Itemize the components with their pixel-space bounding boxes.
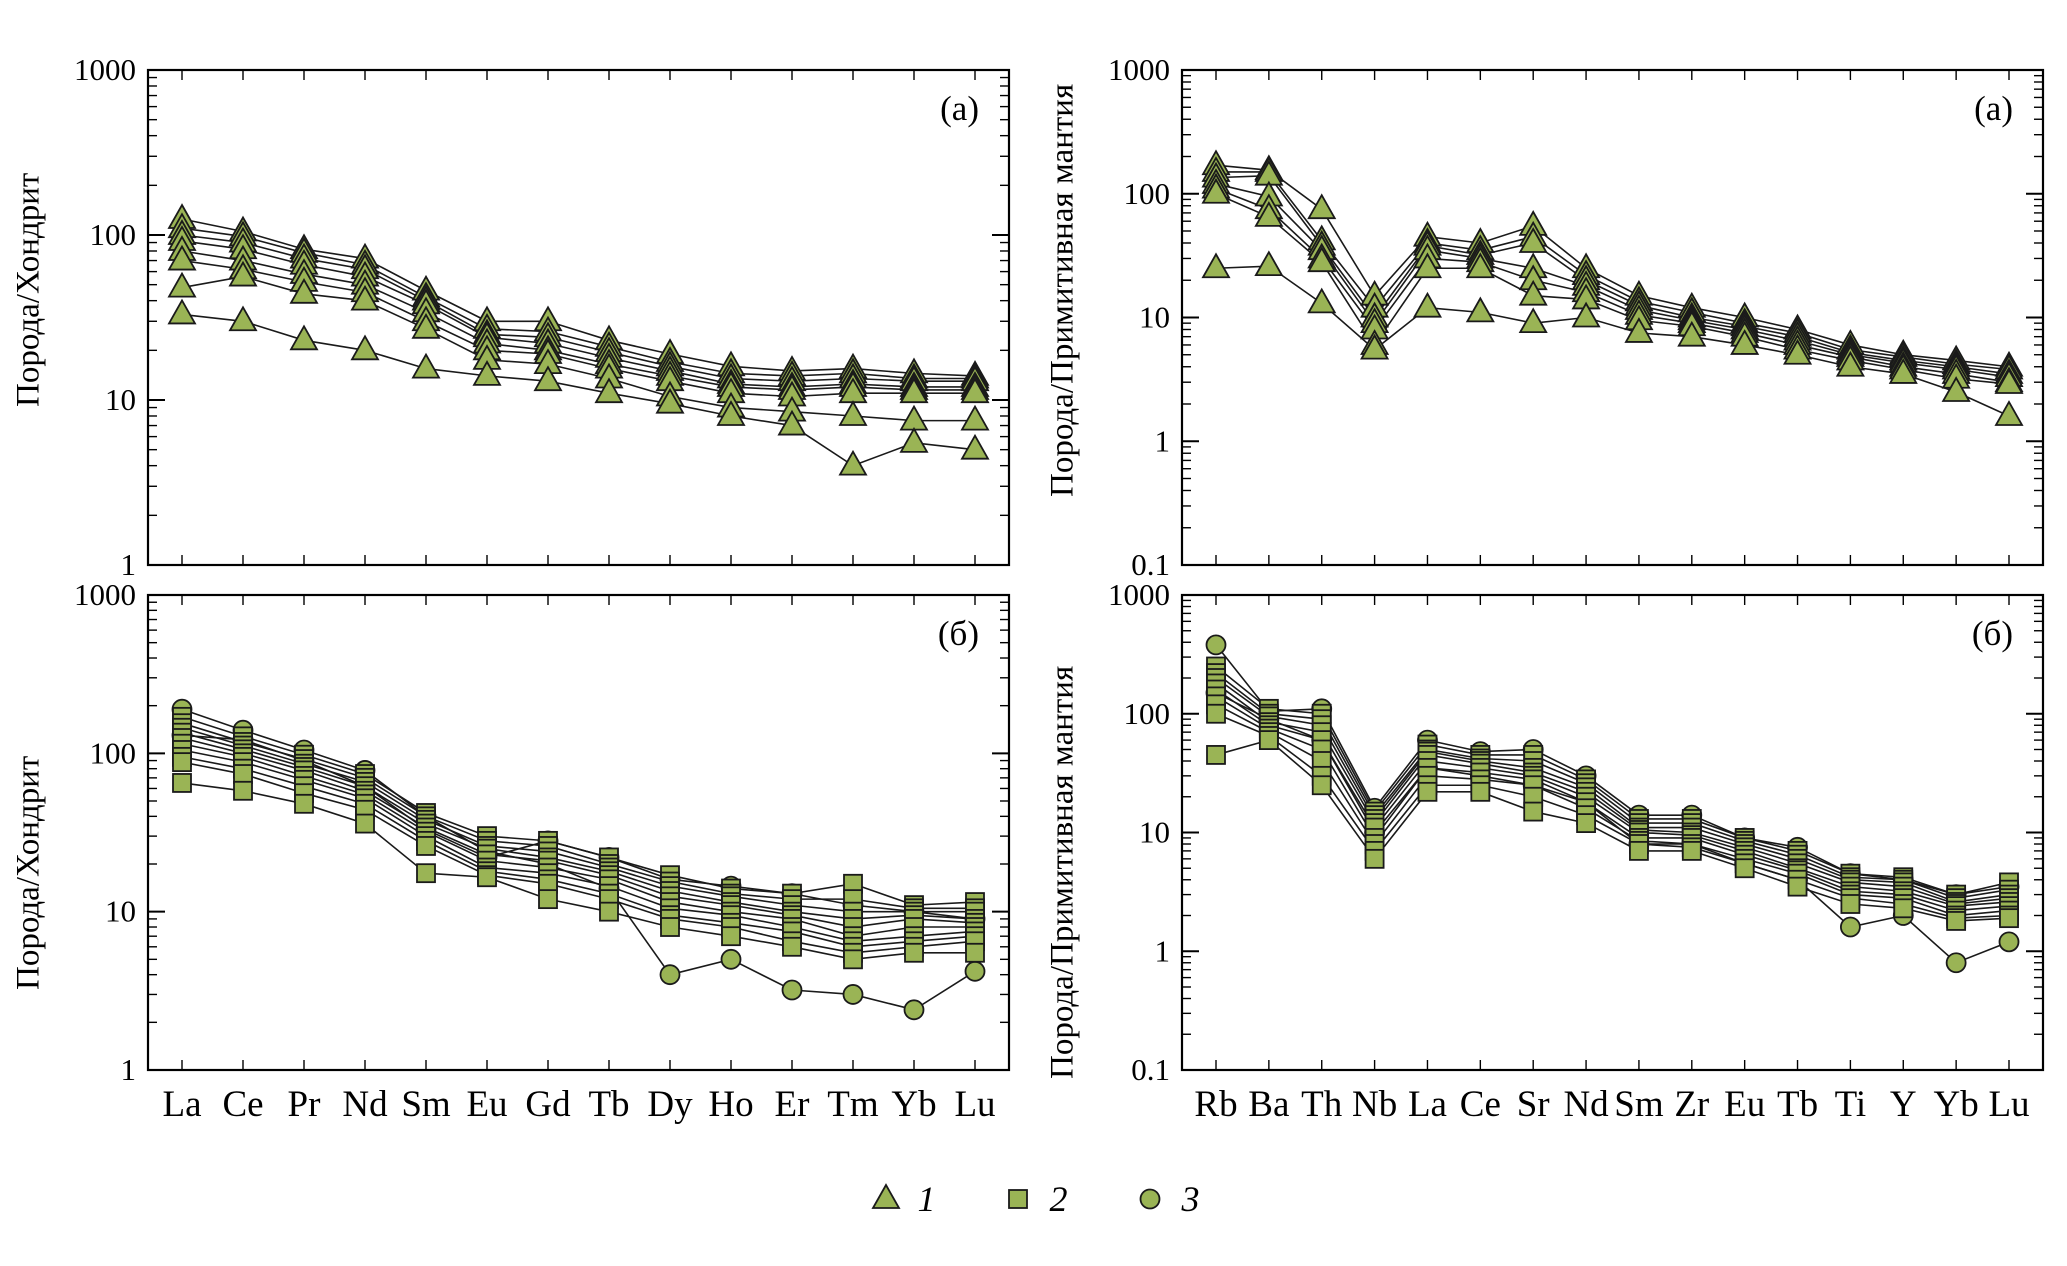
svg-text:(а): (а) [1974,89,2013,128]
svg-text:Y: Y [1890,1084,1917,1125]
svg-text:Eu: Eu [466,1084,507,1125]
spider-plot-chondrite-a: 1 10 100 1000 (а) [74,52,1011,580]
svg-text:Nd: Nd [342,1084,388,1125]
svg-text:La: La [162,1084,201,1125]
svg-text:La: La [1408,1084,1447,1125]
svg-text:1: 1 [1155,933,1171,968]
svg-text:100: 100 [90,217,137,252]
svg-text:1000: 1000 [74,52,136,87]
svg-text:Yb: Yb [891,1084,936,1125]
svg-text:10: 10 [105,894,136,929]
svg-text:10: 10 [105,382,136,417]
svg-text:Eu: Eu [1724,1084,1765,1125]
svg-text:Nd: Nd [1563,1084,1609,1125]
spider-plot-mantle-b: 0.1 1 10 100 1000 Rb Ba Th Nb La Ce Sr Nd Sm Zr Eu Tb Ti Y… [1108,580,2045,1125]
svg-text:Ba: Ba [1248,1084,1289,1125]
svg-text:Yb: Yb [1934,1084,1979,1125]
svg-text:10: 10 [1139,815,1170,850]
svg-text:Er: Er [775,1084,810,1125]
svg-text:Ho: Ho [708,1084,753,1125]
chart-panel-chondrite-b: Порода/Хондрит 1 10 100 1000 La Ce Pr Nd Sm Eu Gd T… [0,580,1034,1165]
svg-text:Lu: Lu [1988,1084,2029,1125]
legend-label-3: 3 [1181,1179,1200,1219]
circle-marker-icon [1132,1183,1168,1215]
square-marker-icon [1000,1183,1036,1215]
svg-text:Sm: Sm [401,1084,451,1125]
svg-text:1: 1 [1155,423,1171,458]
svg-text:1000: 1000 [74,580,136,612]
svg-text:100: 100 [1124,176,1171,211]
y-axis-label-chondrite-b: Порода/Хондрит [10,755,47,990]
chart-panel-chondrite-a: Порода/Хондрит 1 10 100 1000 (а) [0,0,1034,580]
legend-label-1: 1 [917,1179,936,1219]
legend-item-2: 2 [1000,1178,1068,1220]
svg-text:Tb: Tb [1777,1084,1818,1125]
y-axis-label-mantle-b: Порода/Примитивная мантия [1044,665,1081,1080]
chart-panel-mantle-b: Порода/Примитивная мантия 0.1 1 10 100 1000 R… [1034,580,2067,1165]
svg-text:1000: 1000 [1108,580,1170,612]
svg-text:Rb: Rb [1194,1084,1237,1125]
svg-text:Tb: Tb [588,1084,629,1125]
svg-text:100: 100 [1124,696,1171,731]
legend-label-2: 2 [1049,1179,1068,1219]
svg-text:Zr: Zr [1674,1084,1709,1125]
svg-text:Gd: Gd [525,1084,571,1125]
svg-text:100: 100 [90,735,137,770]
y-axis-label-chondrite-a: Порода/Хондрит [10,172,47,408]
svg-text:(б): (б) [938,614,979,653]
svg-text:(б): (б) [1972,614,2013,653]
svg-text:Tm: Tm [827,1084,879,1125]
y-axis-label-mantle-a: Порода/Примитивная мантия [1044,83,1081,497]
svg-text:Ce: Ce [222,1084,263,1125]
svg-text:1: 1 [121,1052,137,1087]
spider-plot-chondrite-b: 1 10 100 1000 La Ce Pr Nd Sm Eu Gd Tb Dy Ho Er Tm Yb Lu (б… [74,580,1011,1125]
spider-plot-mantle-a: 0.1 1 10 100 1000 (а) [1108,52,2045,580]
legend-item-3: 3 [1132,1178,1200,1220]
svg-text:0.1: 0.1 [1131,1052,1170,1087]
svg-text:1000: 1000 [1108,52,1170,87]
triangle-marker-icon [868,1183,904,1215]
chart-panel-mantle-a: Порода/Примитивная мантия 0.1 1 10 100 1000 (… [1034,0,2067,580]
svg-text:0.1: 0.1 [1131,547,1170,580]
legend-item-1: 1 [868,1178,936,1220]
svg-text:Sm: Sm [1614,1084,1664,1125]
svg-text:Sr: Sr [1517,1084,1550,1125]
svg-text:Pr: Pr [288,1084,321,1125]
svg-text:Th: Th [1301,1084,1343,1125]
svg-text:Lu: Lu [954,1084,995,1125]
legend: 1 2 3 [0,1178,2067,1220]
svg-text:10: 10 [1139,300,1170,335]
svg-text:1: 1 [121,547,137,580]
svg-text:Dy: Dy [647,1084,693,1125]
svg-text:(а): (а) [940,89,979,128]
svg-text:Ce: Ce [1460,1084,1501,1125]
svg-text:Nb: Nb [1352,1084,1397,1125]
svg-text:Ti: Ti [1835,1084,1867,1125]
